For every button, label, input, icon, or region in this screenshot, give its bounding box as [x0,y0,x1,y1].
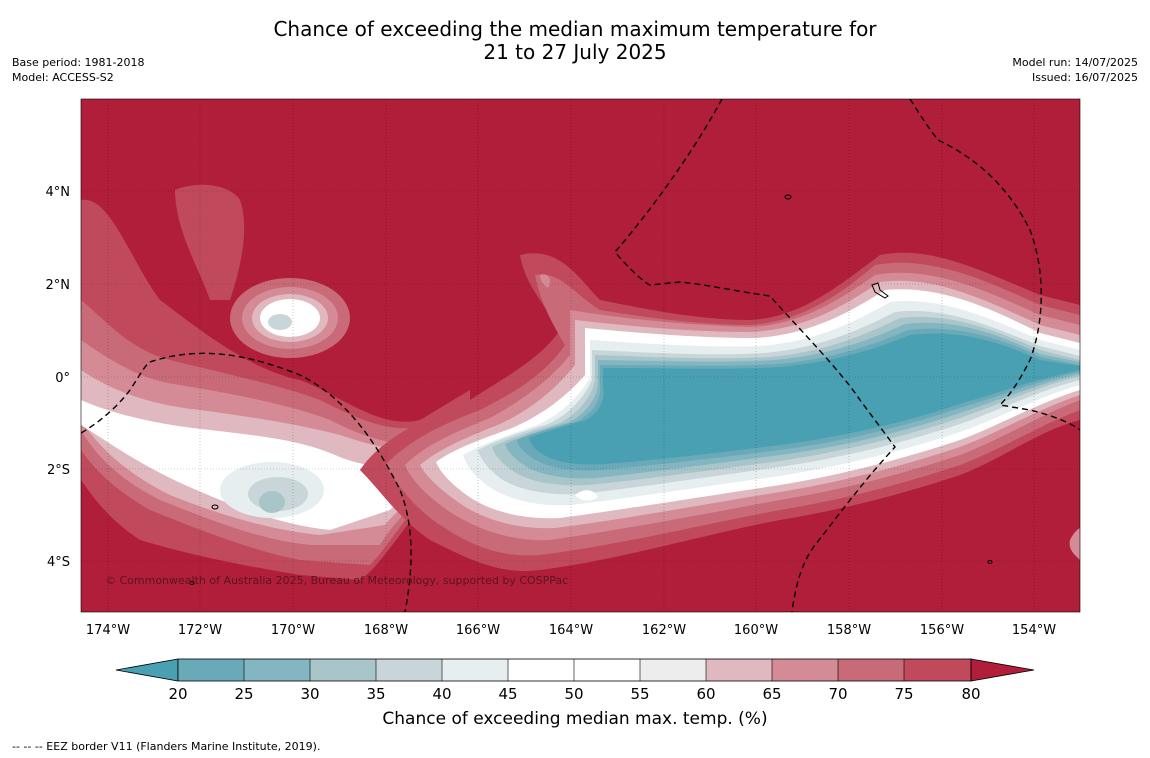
lon-label-160w: 160°W [734,623,778,638]
colorbar-segment [310,659,376,681]
colorbar-segment [508,659,574,681]
islands [189,194,993,585]
colorbar-segment [442,659,508,681]
lat-label-4s: 4°S [47,555,70,570]
patch-small-north [540,274,551,288]
lon-label-164w: 164°W [549,623,593,638]
model-name: Model: ACCESS-S2 [12,71,114,84]
island-2 [211,504,219,510]
colorbar-tick-70: 70 [828,685,847,703]
colorbar-tick-35: 35 [366,685,385,703]
issued-date: Issued: 16/07/2025 [1031,71,1138,84]
colorbar-high-arrow [970,658,1035,682]
island-1 [784,194,792,200]
colorbar-segment [904,659,971,681]
colorbar-dividers [243,659,905,681]
meta-right: Model run: 14/07/2025 Issued: 16/07/2025 [1012,55,1138,85]
field-west-30 [259,491,285,513]
colorbar-tick-50: 50 [564,685,583,703]
colorbar-segment [640,659,706,681]
lat-label-4n: 4°N [46,185,71,200]
island-kiritimati [871,282,889,299]
colorbar-segment [376,659,442,681]
eez-borders [81,99,1080,612]
patch-white-south [575,490,598,501]
lon-label-168w: 168°W [364,623,408,638]
colorbar-tick-65: 65 [762,685,781,703]
tongue-below-20 [529,333,1080,465]
colorbar-segment [838,659,904,681]
colorbar-tick-25: 25 [234,685,253,703]
lon-labels: 174°W 172°W 170°W 168°W 166°W 164°W 162°… [86,623,1056,638]
map-plot-area: © Commonwealth of Australia 2025, Bureau… [81,99,1080,612]
lon-label-166w: 166°W [456,623,500,638]
colorbar-low-arrow [115,658,179,682]
map-frame [80,98,1081,613]
lat-label-2n: 2°N [46,278,71,293]
lon-label-154w: 154°W [1012,623,1056,638]
meta-left: Base period: 1981-2018 Model: ACCESS-S2 [12,55,144,85]
lon-label-174w: 174°W [86,623,130,638]
colorbar-segment [574,659,640,681]
colorbar-segment [772,659,838,681]
lon-label-158w: 158°W [827,623,871,638]
colorbar-tick-20: 20 [168,685,187,703]
model-run: Model run: 14/07/2025 [1012,56,1138,69]
colorbar-label: Chance of exceeding median max. temp. (%… [382,709,768,729]
eez-legend: -- -- -- EEZ border V11 (Flanders Marine… [12,740,321,753]
colorbar-tick-55: 55 [630,685,649,703]
title-line-1: Chance of exceeding the median maximum t… [273,17,877,41]
copyright-text: © Commonwealth of Australia 2025, Bureau… [105,574,568,587]
colorbar: 20 25 30 35 40 45 50 55 60 65 70 75 80 [115,658,1035,703]
lon-label-172w: 172°W [178,623,222,638]
colorbar-tick-45: 45 [498,685,517,703]
colorbar-segment [706,659,772,681]
base-period: Base period: 1981-2018 [12,56,145,69]
lon-label-170w: 170°W [271,623,315,638]
colorbar-tick-75: 75 [894,685,913,703]
lat-labels: 4°N 2°N 0° 2°S 4°S [46,185,71,570]
map-title: Chance of exceeding the median maximum t… [0,18,1150,64]
island-3 [189,581,195,585]
field-northwest-75 [175,184,245,300]
title-line-2: 21 to 27 July 2025 [483,40,667,64]
patch-east-margin [1069,528,1080,560]
colorbar-frame [177,658,972,682]
colorbar-tick-30: 30 [300,685,319,703]
lon-label-156w: 156°W [920,623,964,638]
island-4 [987,560,993,564]
colorbar-tick-40: 40 [432,685,451,703]
colorbar-segment [178,659,244,681]
lon-label-162w: 162°W [642,623,686,638]
lat-label-2s: 2°S [47,463,70,478]
blob-nw-35 [268,314,292,330]
lat-label-0: 0° [55,371,70,386]
colorbar-tick-60: 60 [696,685,715,703]
colorbar-tick-80: 80 [961,685,980,703]
colorbar-segment [244,659,310,681]
